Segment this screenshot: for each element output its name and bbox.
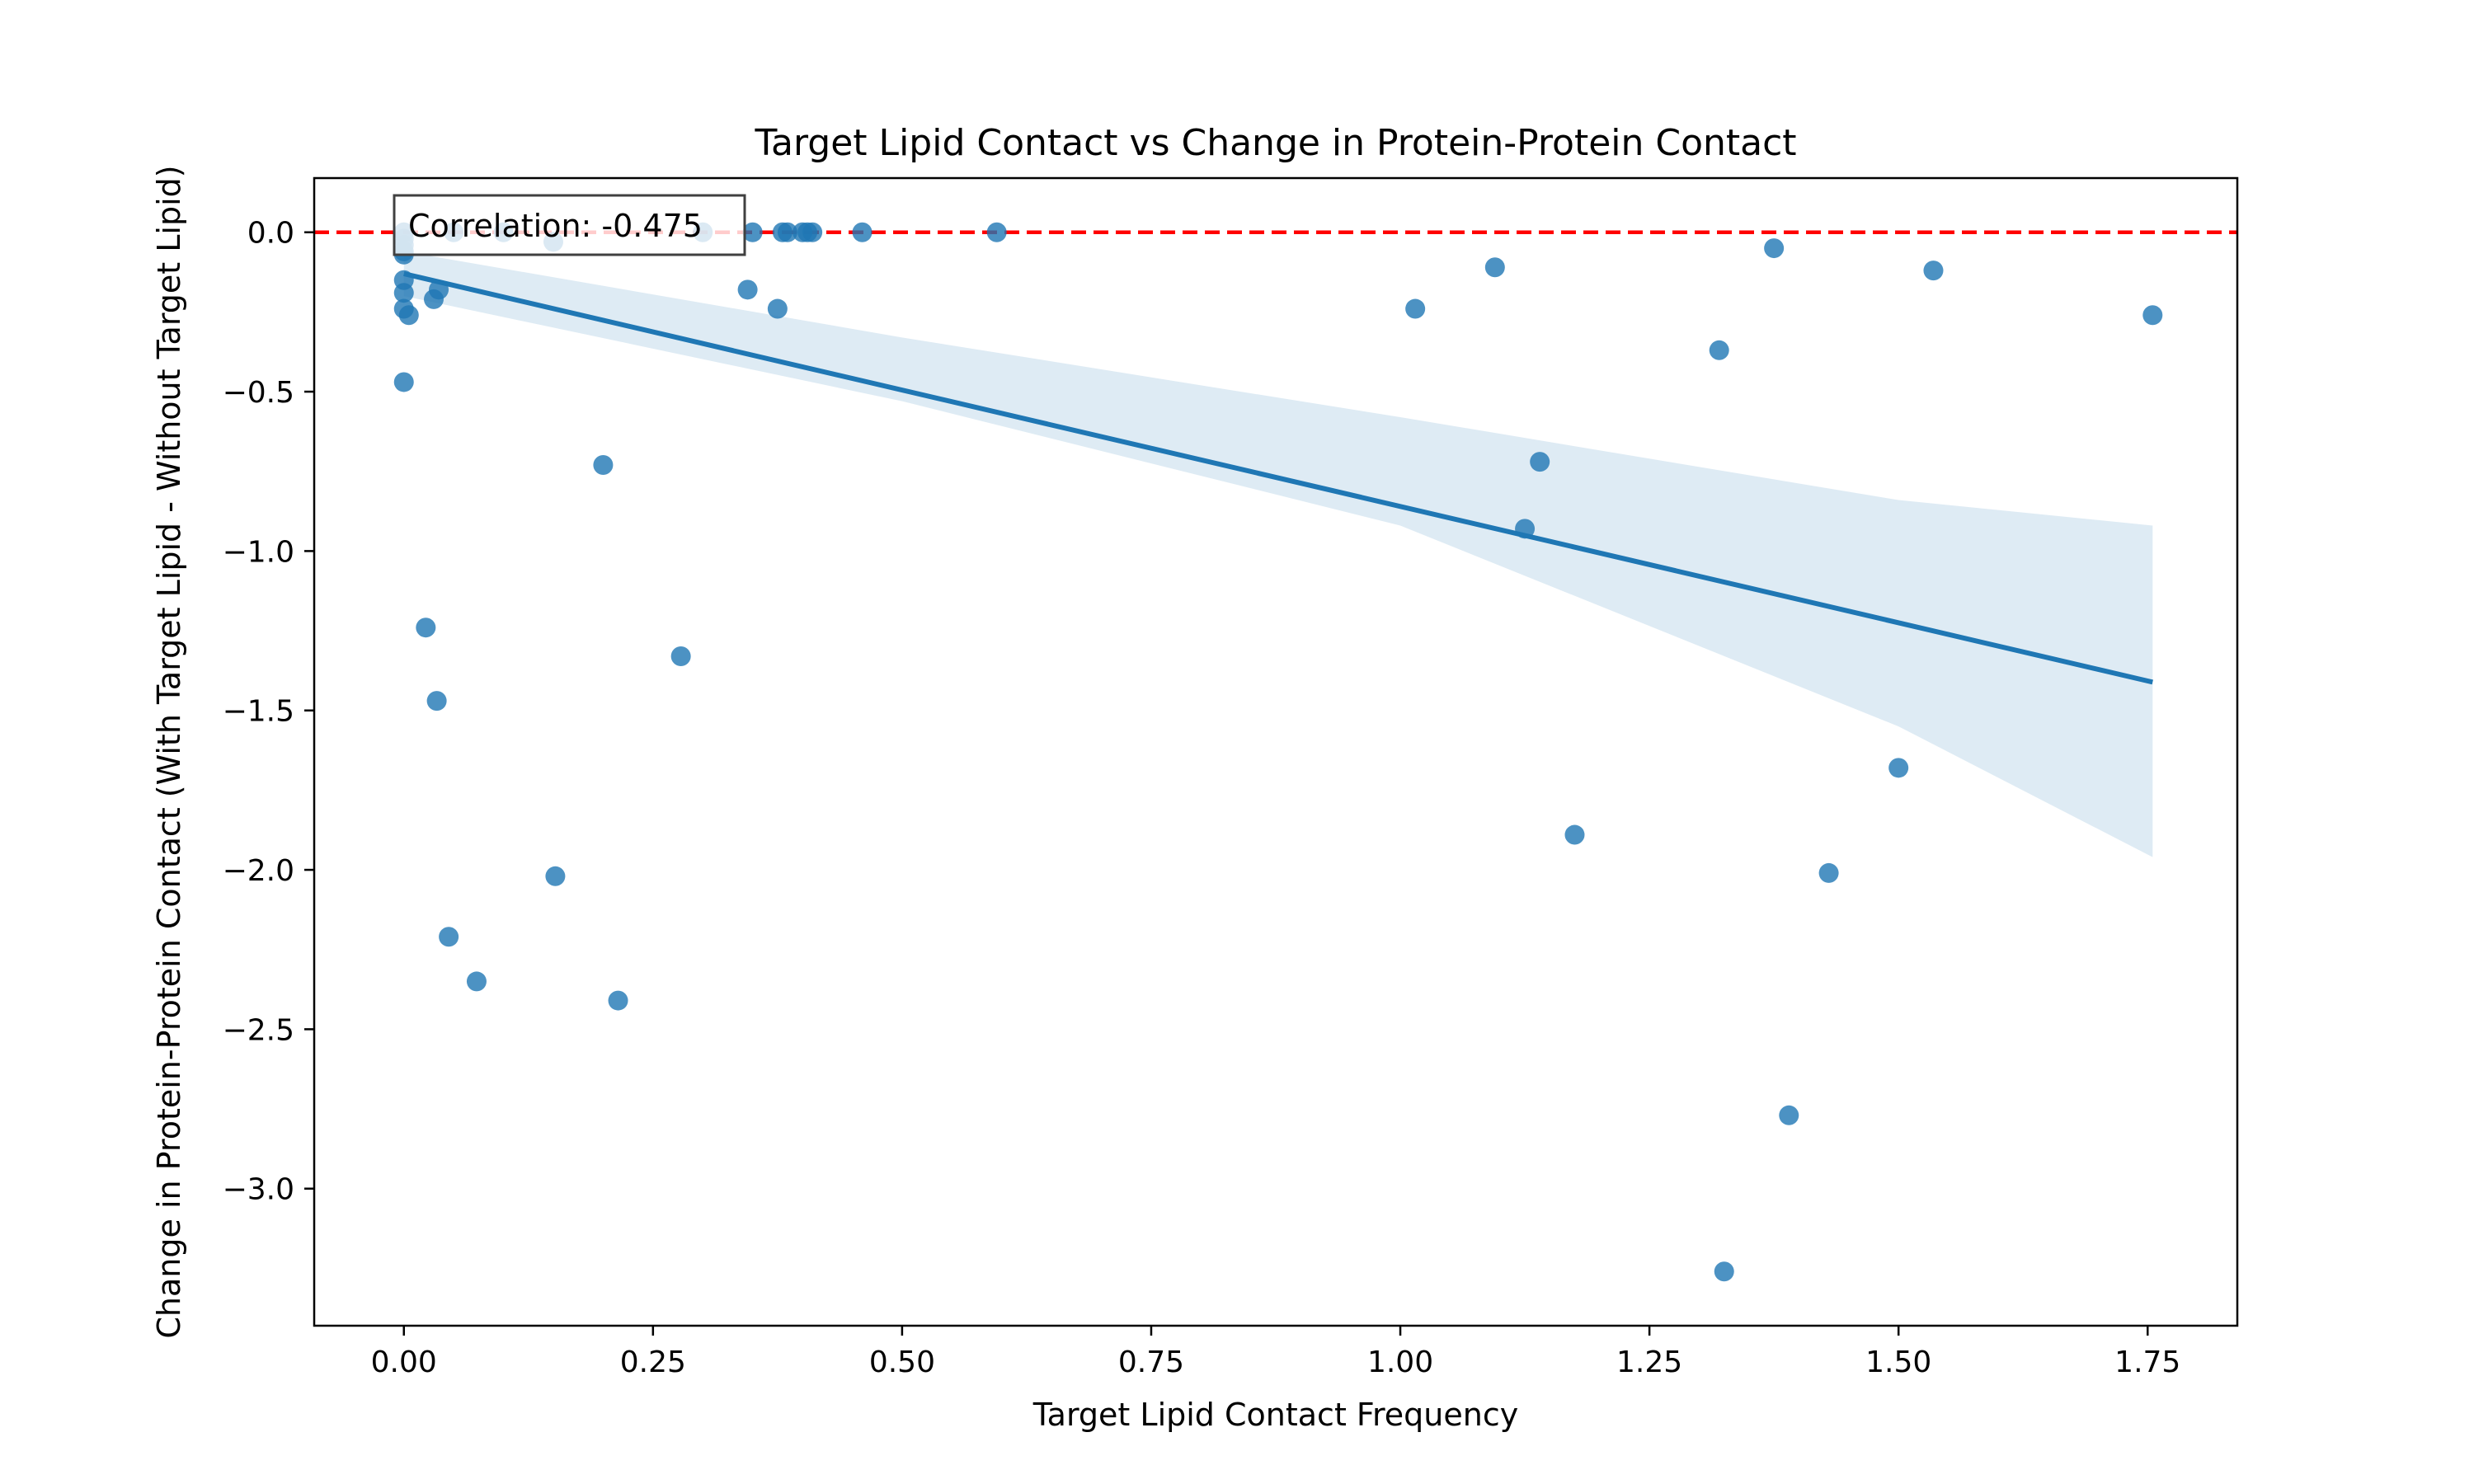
x-tick-label: 0.50 [869, 1345, 935, 1379]
y-tick-label: −2.0 [223, 854, 294, 888]
data-point [1818, 862, 1839, 883]
data-point [1888, 758, 1909, 778]
data-point [1923, 261, 1944, 281]
data-point [1714, 1261, 1734, 1282]
data-point [1484, 257, 1505, 278]
data-point [802, 222, 823, 242]
axis-ticks: 0.00 0.25 0.50 0.75 1.00 1.25 1.50 1.75 0.0 −0.5 −… [223, 217, 2181, 1379]
y-tick-label: −1.5 [223, 695, 294, 729]
x-tick-label: 1.25 [1616, 1345, 1682, 1379]
data-point [439, 927, 459, 947]
data-point [777, 222, 797, 242]
data-point [1764, 238, 1785, 259]
annotation-text: Correlation: -0.475 [408, 208, 703, 244]
x-axis-label: Target Lipid Contact Frequency [1032, 1397, 1518, 1433]
y-tick-label: −1.0 [223, 535, 294, 569]
data-point [2142, 305, 2163, 326]
y-tick-label: −0.5 [223, 376, 294, 410]
data-point [466, 971, 487, 992]
data-point [986, 222, 1007, 242]
data-point [1779, 1105, 1799, 1125]
plot-area [314, 222, 2237, 1282]
axes-frame [313, 176, 2239, 1327]
y-axis-label: Change in Protein-Protein Contact (With … [151, 165, 187, 1338]
data-point [1530, 452, 1550, 472]
annotation-box [393, 194, 746, 256]
y-tick-label: −2.5 [223, 1013, 294, 1047]
chart-title: Target Lipid Contact vs Change in Protei… [754, 122, 1796, 164]
x-tick-label: 0.00 [371, 1345, 437, 1379]
x-tick-label: 0.25 [620, 1345, 686, 1379]
data-point [393, 372, 414, 392]
data-point [1564, 824, 1585, 845]
data-point [608, 990, 628, 1011]
data-point [393, 283, 414, 303]
data-point [545, 866, 566, 886]
data-point [593, 455, 614, 475]
data-point [742, 222, 763, 242]
correlation-annotation: Correlation: -0.475 [393, 194, 746, 256]
x-tick-label: 1.75 [2114, 1345, 2180, 1379]
confidence-band [403, 251, 2153, 857]
data-point [398, 305, 419, 326]
y-tick-label: 0.0 [247, 217, 294, 251]
data-point [767, 298, 788, 319]
x-tick-label: 1.00 [1367, 1345, 1433, 1379]
data-point [1405, 298, 1426, 319]
data-point [1709, 340, 1729, 360]
data-point [426, 691, 447, 711]
x-tick-label: 1.50 [1865, 1345, 1931, 1379]
regression-line [403, 271, 2153, 685]
data-point [737, 279, 758, 300]
data-point [416, 618, 436, 638]
data-point [670, 646, 691, 666]
data-point [852, 222, 872, 242]
y-tick-label: −3.0 [223, 1173, 294, 1207]
x-tick-label: 0.75 [1118, 1345, 1184, 1379]
